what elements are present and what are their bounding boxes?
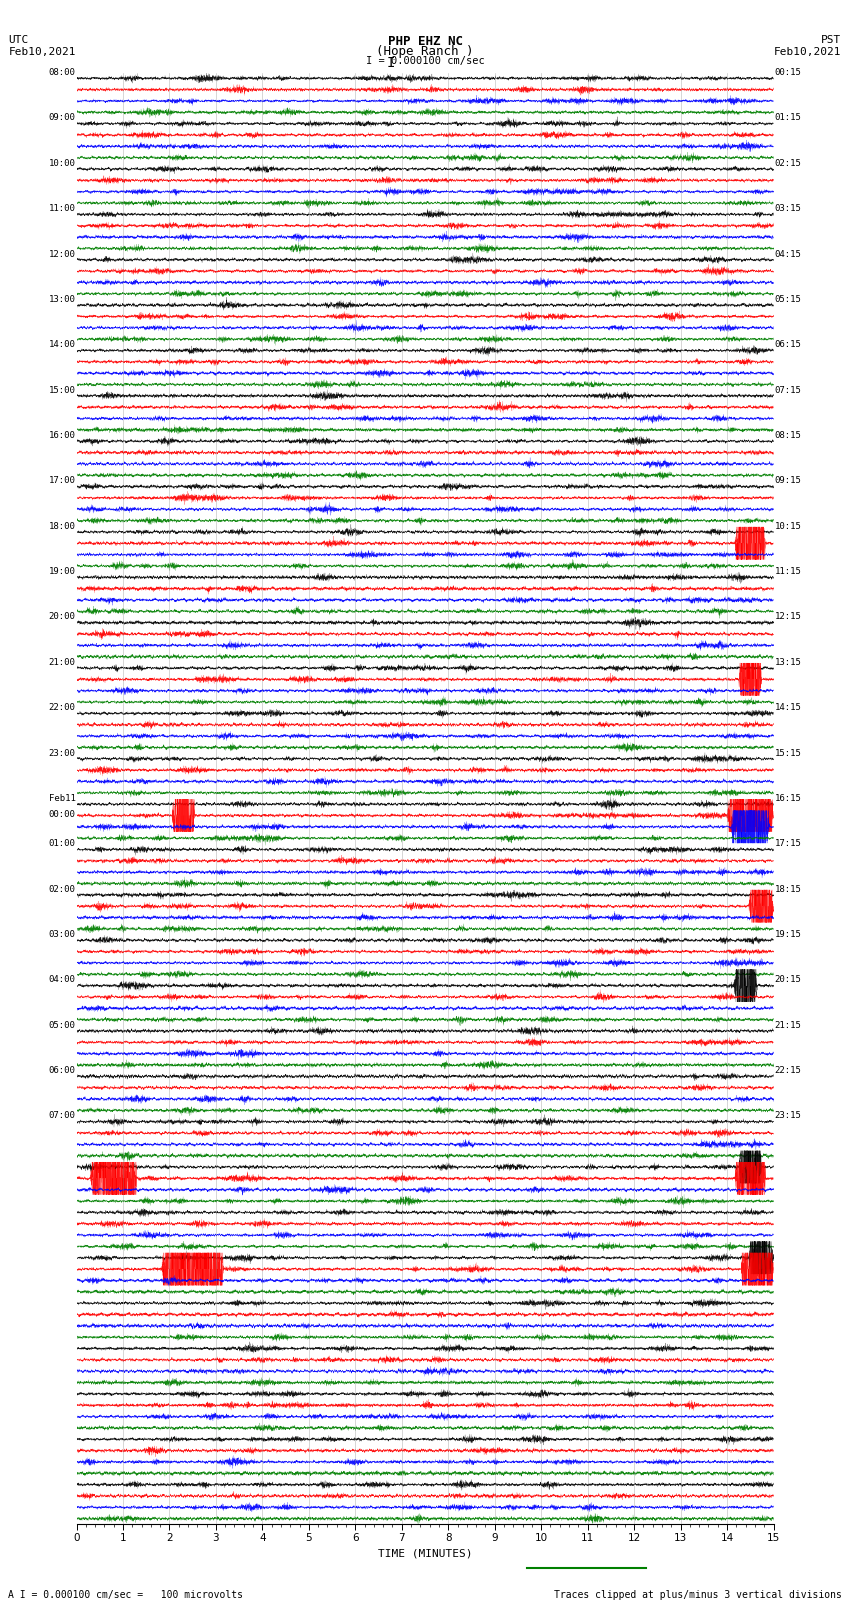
- Text: 17:15: 17:15: [774, 839, 802, 848]
- Text: 04:15: 04:15: [774, 250, 802, 258]
- Text: 16:15: 16:15: [774, 794, 802, 803]
- Text: 05:15: 05:15: [774, 295, 802, 303]
- Text: 19:15: 19:15: [774, 931, 802, 939]
- Text: 20:15: 20:15: [774, 976, 802, 984]
- Text: PHP EHZ NC: PHP EHZ NC: [388, 35, 462, 48]
- Text: 06:15: 06:15: [774, 340, 802, 350]
- Text: 18:00: 18:00: [48, 521, 76, 531]
- Text: (Hope Ranch ): (Hope Ranch ): [377, 45, 473, 58]
- Text: 23:00: 23:00: [48, 748, 76, 758]
- Text: 15:15: 15:15: [774, 748, 802, 758]
- Text: 22:15: 22:15: [774, 1066, 802, 1076]
- Text: 02:00: 02:00: [48, 884, 76, 894]
- Text: Traces clipped at plus/minus 3 vertical divisions: Traces clipped at plus/minus 3 vertical …: [553, 1590, 842, 1600]
- X-axis label: TIME (MINUTES): TIME (MINUTES): [377, 1548, 473, 1558]
- Text: 15:00: 15:00: [48, 386, 76, 395]
- Text: 09:15: 09:15: [774, 476, 802, 486]
- Text: 14:00: 14:00: [48, 340, 76, 350]
- Text: Feb10,2021: Feb10,2021: [774, 47, 842, 56]
- Text: A I = 0.000100 cm/sec =   100 microvolts: A I = 0.000100 cm/sec = 100 microvolts: [8, 1590, 243, 1600]
- Text: 03:00: 03:00: [48, 931, 76, 939]
- Text: 05:00: 05:00: [48, 1021, 76, 1029]
- Text: PST: PST: [821, 35, 842, 45]
- Text: 07:15: 07:15: [774, 386, 802, 395]
- Text: 10:15: 10:15: [774, 521, 802, 531]
- Text: 04:00: 04:00: [48, 976, 76, 984]
- Text: I = 0.000100 cm/sec: I = 0.000100 cm/sec: [366, 56, 484, 66]
- Text: 20:00: 20:00: [48, 613, 76, 621]
- Text: 02:15: 02:15: [774, 158, 802, 168]
- Text: 23:15: 23:15: [774, 1111, 802, 1121]
- Text: Feb11: Feb11: [48, 794, 76, 803]
- Text: UTC: UTC: [8, 35, 29, 45]
- Text: 08:00: 08:00: [48, 68, 76, 77]
- Text: 10:00: 10:00: [48, 158, 76, 168]
- Text: 06:00: 06:00: [48, 1066, 76, 1076]
- Text: 21:15: 21:15: [774, 1021, 802, 1029]
- Text: I: I: [387, 56, 395, 71]
- Text: 21:00: 21:00: [48, 658, 76, 666]
- Text: 12:00: 12:00: [48, 250, 76, 258]
- Text: 01:15: 01:15: [774, 113, 802, 123]
- Text: 18:15: 18:15: [774, 884, 802, 894]
- Text: 14:15: 14:15: [774, 703, 802, 713]
- Text: 13:15: 13:15: [774, 658, 802, 666]
- Text: Feb10,2021: Feb10,2021: [8, 47, 76, 56]
- Text: 22:00: 22:00: [48, 703, 76, 713]
- Text: 07:00: 07:00: [48, 1111, 76, 1121]
- Text: 11:15: 11:15: [774, 568, 802, 576]
- Text: 03:15: 03:15: [774, 205, 802, 213]
- Text: 00:00: 00:00: [48, 810, 76, 819]
- Text: 11:00: 11:00: [48, 205, 76, 213]
- Text: 00:15: 00:15: [774, 68, 802, 77]
- Text: 16:00: 16:00: [48, 431, 76, 440]
- Text: 17:00: 17:00: [48, 476, 76, 486]
- Text: 08:15: 08:15: [774, 431, 802, 440]
- Text: 19:00: 19:00: [48, 568, 76, 576]
- Text: 01:00: 01:00: [48, 839, 76, 848]
- Text: 09:00: 09:00: [48, 113, 76, 123]
- Text: 12:15: 12:15: [774, 613, 802, 621]
- Text: 13:00: 13:00: [48, 295, 76, 303]
